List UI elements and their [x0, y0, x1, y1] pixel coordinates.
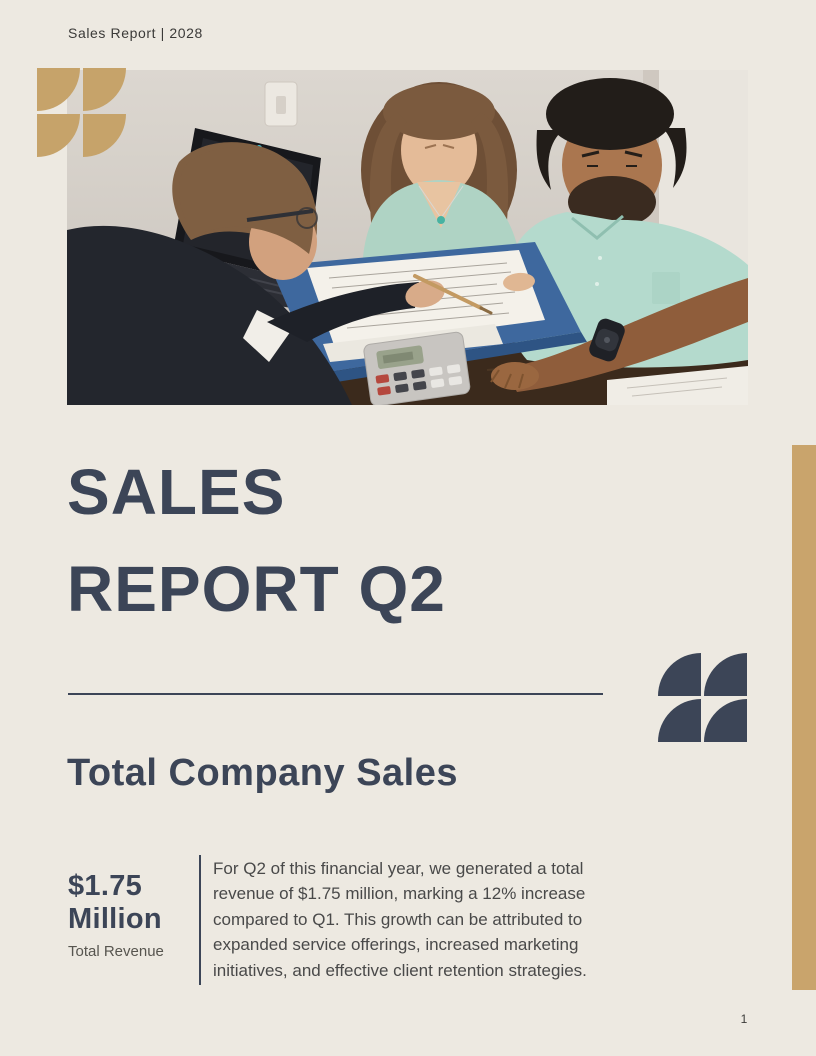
quarter-tile: [83, 114, 126, 157]
stat-label: Total Revenue: [68, 943, 164, 960]
quarter-tile: [658, 699, 701, 742]
woman-hand: [503, 272, 535, 292]
section-heading: Total Company Sales: [67, 752, 459, 794]
report-title: SALES REPORT Q2: [67, 444, 446, 638]
quarter-tile: [704, 699, 747, 742]
light-switch: [264, 81, 298, 127]
horizontal-divider: [68, 693, 603, 695]
person-man-right-head: [536, 78, 687, 228]
vertical-divider: [199, 855, 201, 985]
body-paragraph: For Q2 of this financial year, we genera…: [213, 859, 587, 980]
brand-logo-navy-icon: [658, 653, 747, 742]
document-header-label: Sales Report | 2028: [68, 25, 203, 41]
quarter-tile: [83, 68, 126, 111]
quarter-tile: [658, 653, 701, 696]
right-accent-bar: [792, 445, 816, 990]
quarter-tile: [37, 68, 80, 111]
person-advisor: [67, 142, 493, 405]
wrist-watch: [589, 318, 625, 362]
stat-value-line2: Million: [68, 903, 162, 935]
report-title-line2: REPORT Q2: [67, 553, 446, 625]
paper-bottom-right: [607, 366, 748, 405]
client-meeting-photo: [67, 70, 748, 405]
quarter-tile: [37, 114, 80, 157]
man-right-forearm: [490, 278, 748, 392]
calculator: [363, 331, 471, 405]
hero-photo: [67, 70, 748, 405]
page-number: 1: [740, 1012, 748, 1026]
brand-logo-gold-icon: [37, 68, 126, 157]
stat-value-line1: $1.75: [68, 870, 143, 902]
stat-value: $1.75 Million: [68, 870, 162, 936]
quarter-tile: [704, 653, 747, 696]
report-title-line1: SALES: [67, 456, 286, 528]
